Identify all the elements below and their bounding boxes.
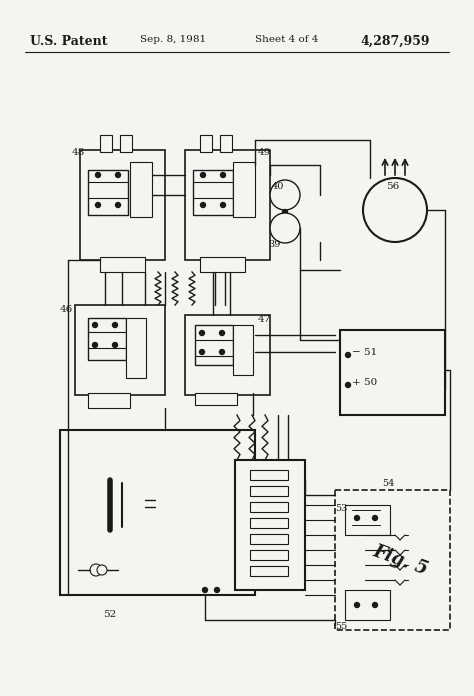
Bar (126, 318, 146, 378)
Bar (60, 430, 255, 595)
Text: 54: 54 (382, 479, 394, 488)
Text: 47: 47 (258, 315, 271, 324)
Text: 39: 39 (268, 240, 281, 249)
Bar (88, 393, 130, 408)
Bar (250, 470, 288, 480)
Bar (185, 150, 270, 260)
Bar (88, 170, 128, 215)
Bar (335, 490, 450, 630)
Circle shape (116, 203, 120, 207)
Text: − 51: − 51 (352, 348, 377, 357)
Circle shape (219, 349, 225, 354)
Circle shape (116, 173, 120, 177)
Circle shape (201, 203, 206, 207)
Text: Fig. 5: Fig. 5 (370, 541, 430, 578)
Circle shape (346, 352, 350, 358)
Bar (345, 505, 390, 535)
Text: Sheet 4 of 4: Sheet 4 of 4 (255, 35, 319, 44)
Bar (235, 460, 305, 590)
Text: 48: 48 (72, 148, 85, 157)
Circle shape (283, 209, 288, 214)
Bar (233, 162, 255, 217)
Circle shape (200, 349, 204, 354)
Circle shape (363, 178, 427, 242)
Circle shape (373, 603, 377, 608)
Bar (250, 534, 288, 544)
Bar (340, 330, 445, 415)
Bar (250, 502, 288, 512)
Circle shape (202, 587, 208, 592)
Text: 53: 53 (335, 504, 347, 513)
Circle shape (220, 203, 226, 207)
Text: 46: 46 (60, 305, 73, 314)
Circle shape (270, 213, 300, 243)
Bar (250, 566, 288, 576)
Text: 52: 52 (103, 610, 117, 619)
Bar (193, 170, 233, 215)
Bar (100, 257, 145, 272)
Bar (75, 305, 165, 395)
Circle shape (92, 342, 98, 347)
Bar (250, 550, 288, 560)
Circle shape (346, 383, 350, 388)
Circle shape (200, 331, 204, 335)
Text: U.S. Patent: U.S. Patent (30, 35, 108, 48)
Bar (80, 150, 165, 260)
Text: 4,287,959: 4,287,959 (360, 35, 429, 48)
Circle shape (97, 565, 107, 575)
Circle shape (373, 516, 377, 521)
Circle shape (112, 342, 118, 347)
Bar (130, 162, 152, 217)
Bar (220, 135, 232, 152)
Bar (345, 590, 390, 620)
Circle shape (95, 203, 100, 207)
Circle shape (201, 173, 206, 177)
Bar (195, 325, 233, 365)
Text: 55: 55 (335, 622, 347, 631)
Circle shape (90, 564, 102, 576)
Bar (185, 315, 270, 395)
Text: 49: 49 (258, 148, 271, 157)
Circle shape (220, 173, 226, 177)
Circle shape (219, 331, 225, 335)
Text: + 50: + 50 (352, 378, 377, 387)
Circle shape (355, 516, 359, 521)
Bar (100, 135, 112, 152)
Bar (88, 318, 126, 360)
Bar (233, 325, 253, 375)
Circle shape (92, 322, 98, 328)
Circle shape (355, 603, 359, 608)
Bar (250, 518, 288, 528)
Circle shape (112, 322, 118, 328)
Bar (200, 135, 212, 152)
Bar (120, 135, 132, 152)
Text: 40: 40 (272, 182, 284, 191)
Bar (250, 486, 288, 496)
Bar (200, 257, 245, 272)
Circle shape (215, 587, 219, 592)
Circle shape (95, 173, 100, 177)
Circle shape (270, 180, 300, 210)
Text: 56: 56 (386, 182, 400, 191)
Text: Sep. 8, 1981: Sep. 8, 1981 (140, 35, 206, 44)
Bar (195, 393, 237, 405)
